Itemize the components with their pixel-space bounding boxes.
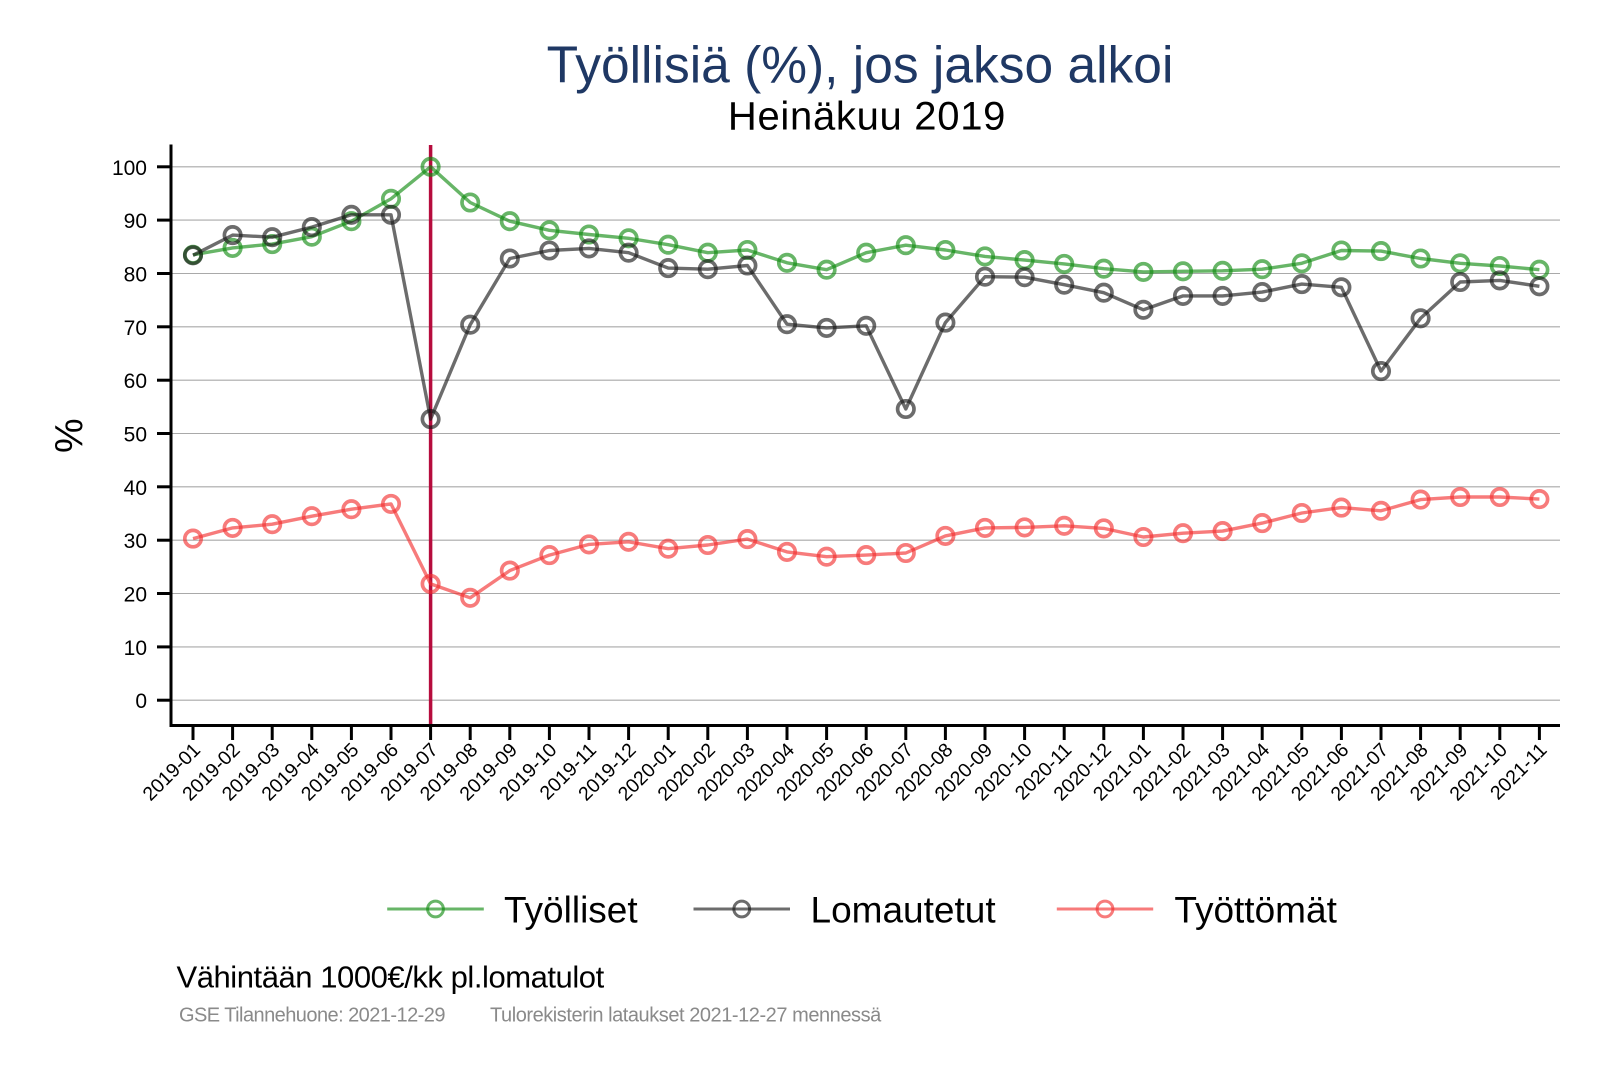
svg-text:Vähintään 1000€/kk pl.lomatulo: Vähintään 1000€/kk pl.lomatulot	[177, 960, 605, 995]
svg-text:100: 100	[112, 157, 147, 180]
svg-text:50: 50	[124, 424, 147, 447]
svg-text:Lomautetut: Lomautetut	[811, 890, 997, 931]
svg-text:10: 10	[124, 637, 147, 660]
svg-text:90: 90	[124, 210, 147, 233]
svg-text:Työllisiä (%), jos jakso alkoi: Työllisiä (%), jos jakso alkoi	[547, 36, 1174, 94]
svg-text:30: 30	[124, 530, 147, 553]
svg-text:60: 60	[124, 370, 147, 393]
svg-text:70: 70	[124, 317, 147, 340]
svg-text:20: 20	[124, 584, 147, 607]
svg-text:Työttömät: Työttömät	[1174, 890, 1337, 931]
svg-text:Heinäkuu 2019: Heinäkuu 2019	[728, 95, 1006, 139]
svg-text:GSE Tilannehuone: 2021-12-29: GSE Tilannehuone: 2021-12-29	[179, 1005, 445, 1027]
svg-text:0: 0	[135, 690, 147, 713]
svg-text:40: 40	[124, 477, 147, 500]
svg-text:%: %	[49, 418, 92, 453]
svg-text:Työlliset: Työlliset	[504, 890, 638, 931]
svg-text:80: 80	[124, 264, 147, 287]
svg-text:Tulorekisterin lataukset 2021-: Tulorekisterin lataukset 2021-12-27 menn…	[490, 1005, 882, 1027]
